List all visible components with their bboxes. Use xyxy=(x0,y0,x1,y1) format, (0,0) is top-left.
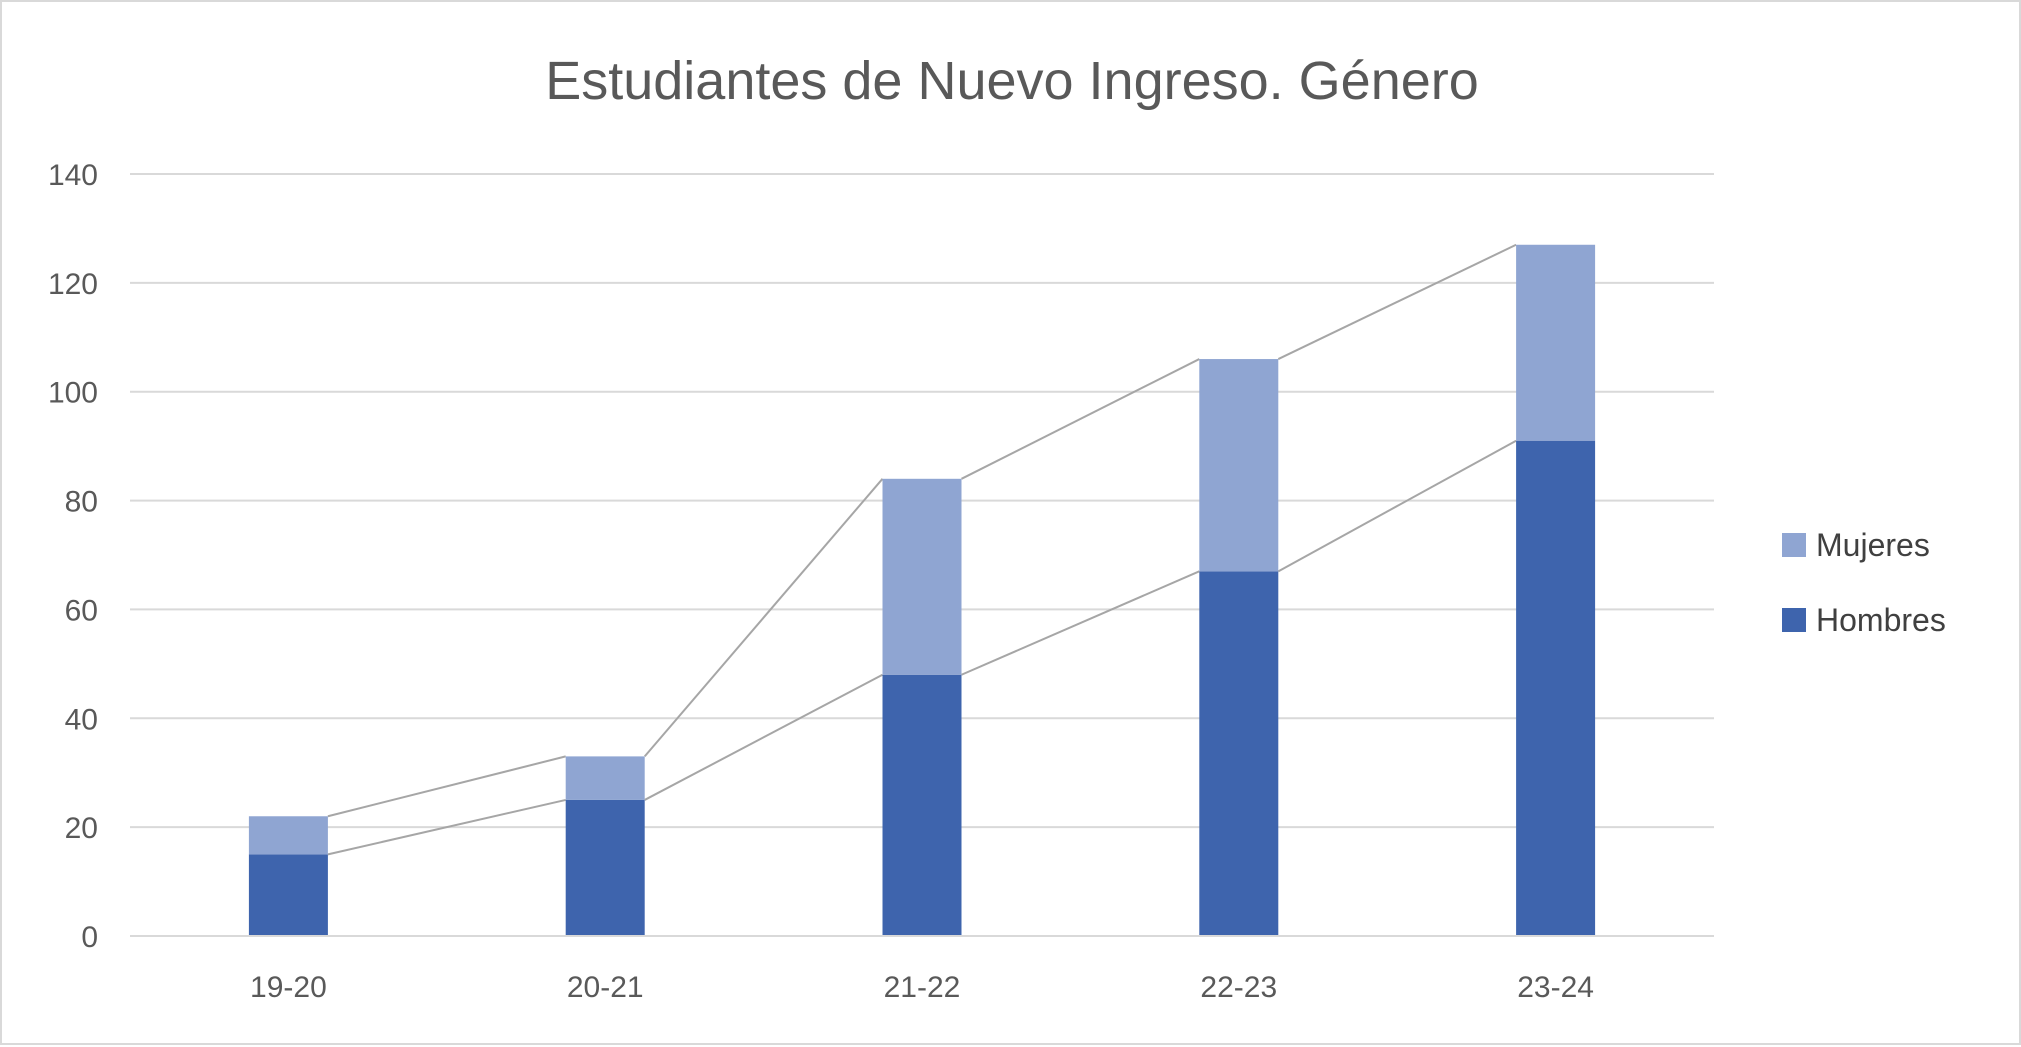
series-connector-lines xyxy=(327,243,1517,856)
series-line-mujeres xyxy=(961,358,1200,480)
x-tick-label: 19-20 xyxy=(250,971,327,1004)
x-tick-label: 23-24 xyxy=(1517,971,1594,1004)
bar-mujeres-21-22 xyxy=(882,478,962,675)
series-line-hombres xyxy=(644,673,883,801)
y-axis-ticks: 0 20 40 60 80 100 120 140 xyxy=(48,159,98,954)
legend-swatch-hombres xyxy=(1782,608,1806,632)
y-tick-label: 60 xyxy=(65,594,98,627)
series-line-mujeres xyxy=(327,755,566,818)
series-line-mujeres xyxy=(1277,243,1517,360)
legend-swatch-mujeres xyxy=(1782,533,1806,557)
bar-hombres-23-24 xyxy=(1516,440,1596,936)
y-tick-label: 80 xyxy=(65,486,98,519)
y-tick-label: 140 xyxy=(48,159,98,192)
series-line-mujeres xyxy=(643,478,884,758)
y-tick-label: 120 xyxy=(48,268,98,301)
series-line-hombres xyxy=(961,570,1200,676)
y-tick-label: 40 xyxy=(65,703,98,736)
x-axis-ticks: 19-20 20-21 21-22 22-23 23-24 xyxy=(130,935,1714,1004)
bar-mujeres-22-23 xyxy=(1199,359,1279,572)
bars xyxy=(248,244,1596,936)
series-line-hombres xyxy=(327,798,566,856)
y-tick-label: 20 xyxy=(65,812,98,845)
bar-hombres-19-20 xyxy=(248,854,328,936)
legend-label-hombres: Hombres xyxy=(1816,602,1946,638)
series-line-hombres xyxy=(1277,439,1517,573)
bar-hombres-20-21 xyxy=(565,799,645,936)
bar-mujeres-19-20 xyxy=(248,816,328,855)
legend: Mujeres Hombres xyxy=(1782,527,1946,638)
x-tick-label: 21-22 xyxy=(884,971,961,1004)
chart-title: Estudiantes de Nuevo Ingreso. Género xyxy=(545,51,1479,111)
bar-mujeres-20-21 xyxy=(565,756,645,800)
y-tick-label: 0 xyxy=(81,921,98,954)
bar-hombres-22-23 xyxy=(1199,571,1279,936)
bar-mujeres-23-24 xyxy=(1516,244,1596,441)
y-tick-label: 100 xyxy=(48,377,98,410)
x-tick-label: 20-21 xyxy=(567,971,644,1004)
bar-hombres-21-22 xyxy=(882,674,962,936)
legend-label-mujeres: Mujeres xyxy=(1816,527,1930,563)
x-tick-label: 22-23 xyxy=(1200,971,1277,1004)
